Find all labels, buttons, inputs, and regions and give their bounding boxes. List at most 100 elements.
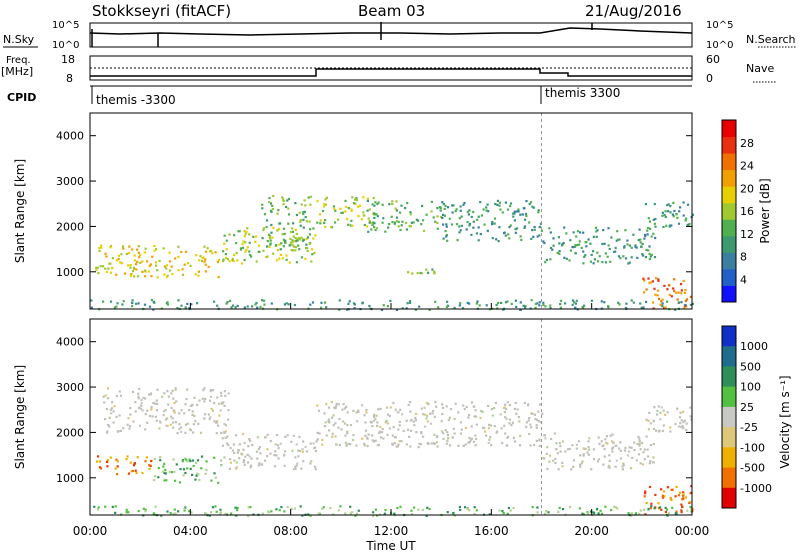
scatter-cell — [445, 305, 448, 308]
scatter-cell — [194, 478, 197, 481]
scatter-cell — [682, 421, 685, 424]
scatter-cell — [165, 275, 169, 279]
scatter-cell — [592, 458, 596, 461]
scatter-cell — [171, 389, 174, 392]
scatter-cell — [534, 306, 537, 309]
scatter-cell — [504, 403, 507, 406]
scatter-cell — [653, 406, 656, 409]
scatter-cell — [683, 306, 686, 310]
scatter-cell — [401, 307, 404, 310]
scatter-cell — [204, 263, 207, 266]
scatter-cell — [266, 255, 269, 258]
scatter-cell — [331, 435, 334, 438]
scatter-cell — [532, 443, 536, 447]
scatter-cell — [165, 267, 168, 270]
scatter-cell — [434, 400, 437, 404]
scatter-cell — [335, 443, 338, 446]
scatter-cell — [279, 248, 282, 251]
scatter-cell — [635, 459, 638, 462]
scatter-cell — [451, 211, 454, 214]
scatter-cell — [114, 505, 117, 508]
scatter-cell — [664, 506, 667, 509]
scatter-cell — [327, 418, 330, 421]
scatter-cell — [164, 472, 167, 475]
scatter-cell — [232, 443, 235, 446]
scatter-cell — [654, 293, 657, 296]
scatter-cell — [639, 241, 642, 244]
scatter-cell — [136, 456, 139, 459]
scatter-cell — [640, 245, 643, 248]
scatter-cell — [519, 213, 522, 216]
scatter-cell — [183, 457, 186, 460]
scatter-cell — [327, 420, 330, 423]
scatter-cell — [402, 429, 405, 433]
scatter-cell — [234, 306, 237, 309]
scatter-cell — [140, 398, 143, 402]
scatter-cell — [448, 444, 452, 447]
scatter-cell — [290, 507, 293, 511]
scatter-cell — [530, 201, 533, 204]
scatter-cell — [122, 300, 125, 303]
scatter-cell — [589, 510, 593, 513]
scatter-cell — [372, 511, 375, 514]
scatter-cell — [513, 212, 516, 215]
scatter-cell — [109, 271, 113, 274]
scatter-cell — [431, 268, 434, 271]
scatter-cell — [387, 226, 390, 229]
scatter-cell — [150, 406, 153, 409]
scatter-cell — [410, 221, 413, 224]
scatter-cell — [276, 259, 279, 262]
scatter-cell — [161, 470, 164, 473]
scatter-cell — [483, 426, 486, 429]
scatter-cell — [498, 226, 501, 229]
scatter-cell — [509, 224, 512, 227]
scatter-cell — [473, 405, 476, 408]
scatter-cell — [448, 217, 451, 220]
scatter-cell — [287, 207, 290, 210]
scatter-cell — [530, 299, 533, 302]
scatter-cell — [276, 229, 279, 232]
scatter-cell — [525, 214, 528, 218]
scatter-cell — [220, 459, 223, 462]
scatter-cell — [507, 233, 510, 236]
scatter-cell — [235, 252, 238, 255]
scatter-cell — [233, 234, 236, 237]
scatter-cell — [322, 205, 325, 208]
scatter-cell — [109, 408, 112, 411]
scatter-cell — [343, 422, 347, 425]
scatter-cell — [607, 305, 610, 308]
scatter-cell — [491, 223, 494, 226]
scatter-cell — [426, 506, 429, 509]
scatter-cell — [552, 237, 555, 240]
scatter-cell — [111, 505, 114, 508]
scatter-cell — [196, 302, 199, 305]
scatter-cell — [574, 244, 577, 247]
scatter-cell — [171, 417, 174, 420]
scatter-cell — [351, 511, 354, 514]
scatter-cell — [662, 225, 665, 229]
scatter-cell — [441, 201, 444, 204]
scatter-cell — [496, 203, 499, 206]
scatter-cell — [292, 245, 295, 248]
scatter-cell — [249, 466, 252, 469]
scatter-cell — [652, 442, 655, 446]
scatter-cell — [286, 434, 289, 437]
scatter-cell — [564, 302, 567, 305]
scatter-cell — [515, 305, 518, 308]
y-tick-label: 4000 — [56, 336, 84, 349]
scatter-cell — [112, 421, 115, 424]
scatter-cell — [314, 450, 318, 453]
scatter-cell — [109, 246, 112, 249]
scatter-cell — [416, 219, 420, 222]
scatter-cell — [299, 505, 302, 508]
scatter-cell — [233, 253, 236, 256]
scatter-cell — [571, 299, 575, 302]
scatter-cell — [152, 300, 155, 303]
scatter-cell — [453, 417, 456, 421]
scatter-cell — [681, 498, 684, 501]
scatter-cell — [444, 230, 447, 233]
scatter-cell — [608, 466, 611, 469]
scatter-cell — [282, 198, 285, 201]
scatter-cell — [368, 220, 371, 223]
scatter-cell — [126, 423, 129, 426]
